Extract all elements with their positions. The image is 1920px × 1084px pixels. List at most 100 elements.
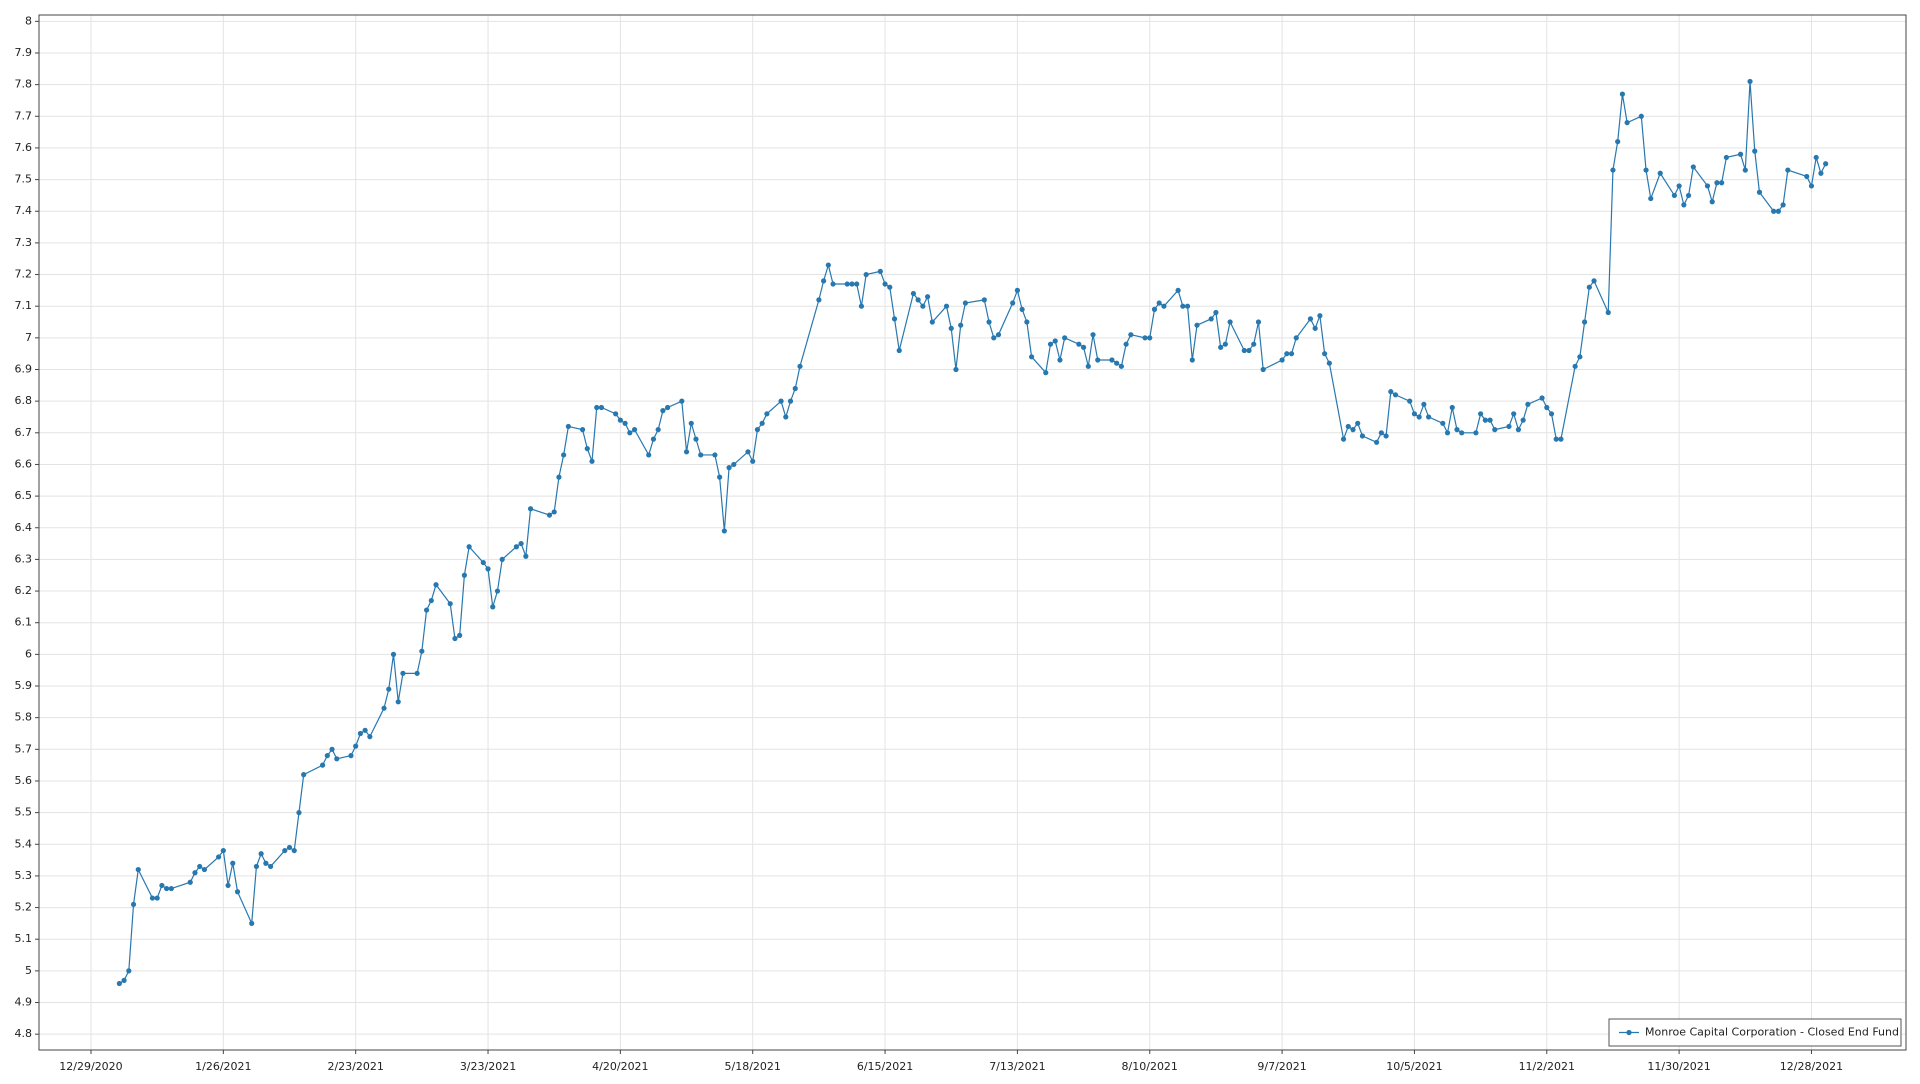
data-point (1255, 319, 1262, 325)
data-point (1548, 411, 1555, 417)
data-point (1194, 322, 1200, 328)
data-point (1411, 411, 1418, 417)
data-point (948, 325, 954, 331)
data-point (991, 335, 997, 341)
data-point (1288, 351, 1295, 357)
data-point (679, 398, 685, 404)
data-point (849, 281, 855, 287)
data-point (1520, 417, 1526, 423)
data-point (754, 427, 761, 433)
data-point (712, 452, 718, 458)
data-point (1114, 360, 1120, 366)
data-point (594, 404, 600, 411)
series-line (119, 81, 1827, 985)
data-point (882, 281, 888, 287)
data-point (187, 879, 193, 885)
data-point (797, 363, 803, 369)
x-tick-label: 3/23/2021 (460, 1060, 516, 1073)
data-point (844, 281, 850, 287)
data-point (1019, 306, 1025, 312)
data-point (683, 449, 690, 455)
data-point (1506, 423, 1512, 430)
data-point (485, 566, 491, 572)
data-point (168, 885, 174, 892)
data-point (1643, 167, 1649, 173)
data-point (253, 863, 260, 870)
data-point (268, 863, 274, 870)
data-point (1014, 287, 1021, 293)
data-point (258, 851, 264, 857)
data-point (1539, 395, 1545, 401)
data-point (717, 474, 723, 480)
data-point (953, 366, 959, 373)
data-point (348, 753, 354, 759)
data-point (1180, 303, 1186, 309)
data-point (386, 686, 392, 692)
data-point (1293, 335, 1299, 341)
data-point (1161, 303, 1167, 309)
data-point (1284, 351, 1290, 357)
data-point (1416, 414, 1422, 420)
data-point (400, 670, 406, 676)
data-point (1752, 148, 1758, 154)
data-point (1610, 167, 1616, 173)
data-point (1657, 170, 1663, 176)
data-point (915, 297, 921, 303)
data-point (428, 597, 434, 604)
data-point (584, 446, 590, 452)
y-tick-label: 4.8 (15, 1027, 33, 1040)
data-point (1478, 411, 1484, 417)
data-point (1714, 180, 1720, 186)
data-point (334, 756, 340, 762)
data-point (1690, 164, 1696, 170)
data-point (929, 319, 935, 325)
data-point (1213, 309, 1219, 316)
data-point (1756, 189, 1763, 195)
data-point (1676, 183, 1682, 189)
y-tick-label: 5 (25, 964, 32, 977)
grid: 4.8 4.9 5 5.1 5.2 5.3 5.4 5.5 5.6 5.7 5.8 5.9 6 6.1 6.… (15, 14, 1906, 1073)
data-point (1279, 357, 1285, 363)
data-point (1317, 313, 1323, 319)
data-point (230, 860, 236, 866)
data-point (1511, 411, 1517, 417)
x-tick-label: 10/5/2021 (1386, 1060, 1442, 1073)
data-point (249, 920, 255, 926)
data-point (688, 420, 694, 426)
data-point (759, 420, 765, 426)
data-point (1208, 316, 1214, 322)
y-tick-label: 7.6 (15, 141, 33, 154)
data-point (457, 632, 463, 638)
data-point (986, 319, 992, 325)
data-point (201, 866, 208, 873)
data-point (1355, 420, 1361, 426)
data-point (792, 385, 798, 392)
data-point (357, 730, 364, 737)
data-point (1544, 404, 1550, 411)
data-point (665, 404, 671, 411)
data-point (1823, 161, 1829, 167)
data-point (527, 506, 534, 512)
x-tick-label: 4/20/2021 (592, 1060, 648, 1073)
data-point (1709, 199, 1715, 205)
data-point (887, 284, 893, 290)
data-point (1251, 341, 1257, 347)
data-point (1024, 319, 1030, 325)
data-point (613, 411, 619, 417)
data-point (1222, 341, 1228, 347)
data-point (1043, 370, 1049, 376)
data-point (910, 290, 917, 297)
data-point (1473, 430, 1479, 436)
data-point (646, 452, 652, 458)
data-point (154, 895, 160, 901)
data-point (1227, 319, 1233, 325)
data-point (783, 414, 789, 420)
data-point (1704, 183, 1711, 189)
data-point (617, 417, 623, 423)
data-point (480, 559, 486, 566)
data-point (1619, 91, 1626, 97)
data-point (216, 854, 222, 860)
data-point (1189, 357, 1195, 363)
y-tick-label: 6.2 (15, 584, 33, 597)
